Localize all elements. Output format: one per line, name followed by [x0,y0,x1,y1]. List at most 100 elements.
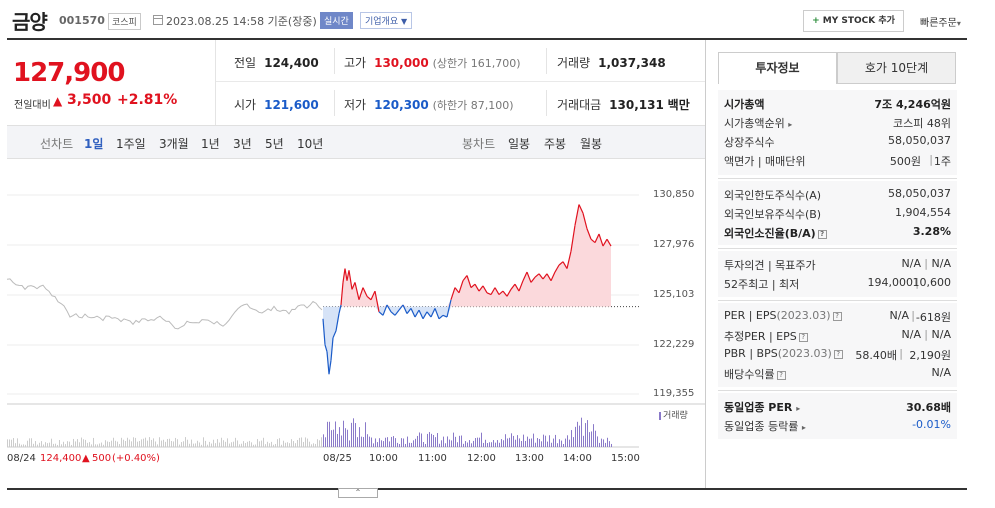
help-icon[interactable]: ? [817,229,827,239]
price-segment [332,330,337,339]
calendar-icon [153,15,163,25]
date-text: 2023.08.25 14:58 기준(장중) [166,15,317,28]
x-tick-label: 08/24 [7,453,36,464]
volume-bar [315,443,316,447]
separator: | [915,276,919,289]
label: 외국인소진율(B/A)? [724,225,827,241]
volume-bar [363,437,364,447]
help-icon[interactable]: ? [833,349,843,359]
volume-bar [471,443,472,447]
divider [718,300,957,301]
volume-bar [105,440,106,447]
company-overview-button[interactable]: 기업개요 ▼ [360,12,413,29]
volume-bar [23,444,24,447]
volume-bar [127,437,128,447]
stat-amount: 거래대금 130,131 백만 [557,96,690,113]
tab-10year[interactable]: 10년 [297,137,324,151]
volume-bar [135,437,136,447]
volume-bar [249,440,250,447]
price-segment [390,311,396,316]
label: 외국인보유주식수(B) [724,208,822,221]
volume-bar [253,444,254,447]
volume-bar [429,432,430,447]
foreign-section: 외국인한도주식수(A) 58,050,037 외국인보유주식수(B) 1,904,5… [718,181,957,245]
volume-bar [527,436,528,447]
help-icon[interactable]: ? [798,332,808,342]
prev-day-change: 500 [92,453,112,464]
volume-bar [345,428,346,447]
volume-bar [359,427,360,447]
volume-bar [563,443,564,447]
row-sector-per[interactable]: 동일업종 PER ▸ 30.68배 [724,399,951,417]
volume-bar [267,441,268,447]
tab-monthly[interactable]: 월봉 [580,137,603,151]
volume-bar [281,444,282,447]
volume-bar [151,439,152,447]
value: 58,050,037 [888,187,951,200]
volume-bar [295,443,296,447]
tab-1year[interactable]: 1년 [201,137,220,151]
row-market-cap-rank[interactable]: 시가총액순위 ▸ 코스피 48위 [724,115,951,133]
price-segment [590,238,596,244]
volume-bar [499,442,500,447]
price-segment [442,314,448,318]
volume-bar [199,442,200,447]
volume-bar [61,444,62,447]
add-mystock-button[interactable]: + MY STOCK 추가 [803,10,904,32]
volume-bar [123,439,124,447]
prev-day-price: 124,400 [40,453,82,464]
current-price: 127,900 [13,58,125,88]
volume-bar [17,438,18,447]
volume-bar [587,420,588,447]
volume-bar [193,443,194,447]
volume-bar [187,439,188,447]
realtime-button[interactable]: 실시간 [320,12,353,29]
help-icon[interactable]: ? [832,311,842,321]
volume-bar [507,438,508,447]
volume-bar [431,433,432,447]
price-segment [550,271,556,281]
volume-bar [341,435,342,447]
quick-order-label: 빠른주문 [920,18,957,29]
volume-bar [43,444,44,447]
volume-bar [201,444,202,447]
collapse-handle[interactable]: ⌃ [338,488,378,498]
volume-bar [561,440,562,447]
price-segment [502,290,508,297]
volume-bar [77,439,78,447]
value: N/A [931,328,951,341]
volume-bar [7,439,8,447]
volume-bar [427,433,428,447]
price-segment [598,233,604,247]
stock-name: 금양 [12,10,48,34]
tab-order-book[interactable]: 호가 10단계 [837,52,956,84]
price-chart[interactable]: 130,850 127,976 125,103 122,229 119,355 … [7,160,705,485]
help-icon[interactable]: ? [776,370,786,380]
volume-bar [103,444,104,447]
tab-weekly[interactable]: 주봉 [544,137,567,151]
row-sector-change[interactable]: 동일업종 등락률 ▸ -0.01% [724,418,951,436]
volume-bar [27,440,28,447]
tab-3year[interactable]: 3년 [233,137,252,151]
price-segment [454,287,460,294]
volume-bar [257,439,258,447]
tab-daily[interactable]: 일봉 [508,137,531,151]
volume-bar [357,437,358,447]
price-segment [434,308,440,319]
row-opinion: 투자의견 | 목표주가 N/A | N/A [724,257,951,275]
volume-bar [351,422,352,447]
volume-bar [441,440,442,447]
tab-5year[interactable]: 5년 [265,137,284,151]
volume-bar [411,442,412,447]
tab-1week[interactable]: 1주일 [116,137,146,151]
tab-3month[interactable]: 3개월 [159,137,189,151]
volume-bar [371,437,372,447]
tab-1day[interactable]: 1일 [84,137,104,151]
quick-order-button[interactable]: 빠른주문▾ [920,14,961,29]
price-segment [498,290,504,295]
tab-invest-info[interactable]: 투자정보 [718,52,837,84]
volume-bar [405,443,406,447]
volume-bar [297,439,298,447]
volume-bar [283,440,284,447]
volume-bar [407,436,408,447]
